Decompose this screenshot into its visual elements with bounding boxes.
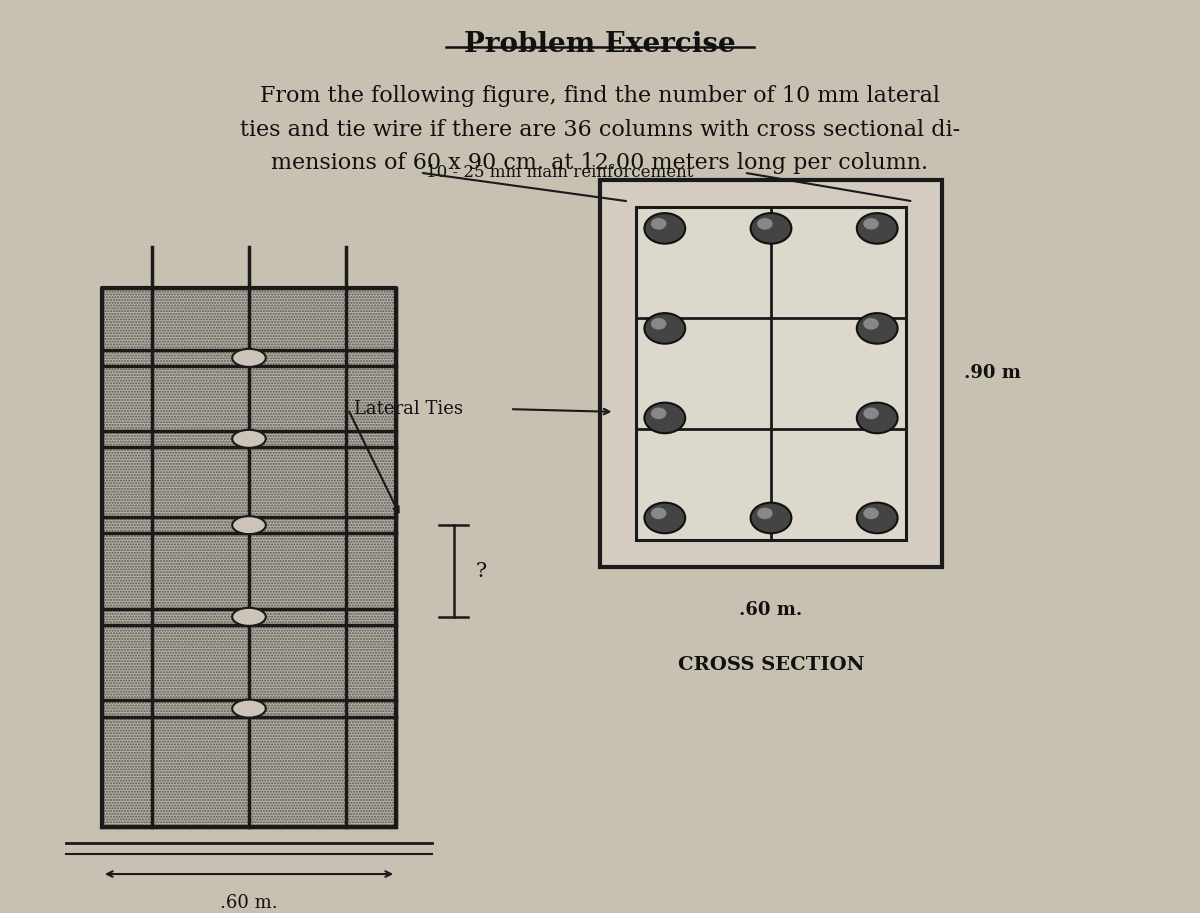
Ellipse shape (233, 349, 266, 367)
Text: mensions of 60 x 90 cm. at 12.00 meters long per column.: mensions of 60 x 90 cm. at 12.00 meters … (271, 152, 929, 174)
Text: Lateral Ties: Lateral Ties (354, 400, 463, 418)
Ellipse shape (233, 699, 266, 718)
Circle shape (650, 218, 666, 230)
Circle shape (757, 218, 773, 230)
Circle shape (751, 503, 792, 533)
Circle shape (644, 313, 685, 343)
Circle shape (644, 213, 685, 244)
Circle shape (857, 213, 898, 244)
Ellipse shape (233, 430, 266, 447)
Text: From the following figure, find the number of 10 mm lateral: From the following figure, find the numb… (260, 86, 940, 108)
Circle shape (650, 407, 666, 419)
Circle shape (857, 313, 898, 343)
Circle shape (751, 213, 792, 244)
Text: .90 m: .90 m (964, 364, 1020, 383)
Circle shape (863, 318, 878, 330)
Circle shape (857, 503, 898, 533)
Ellipse shape (233, 516, 266, 534)
Circle shape (650, 508, 666, 519)
Ellipse shape (233, 608, 266, 625)
Bar (600, 180, 942, 566)
Text: ?: ? (475, 561, 486, 581)
Bar (636, 207, 906, 540)
Text: .60 m.: .60 m. (220, 894, 278, 912)
Circle shape (863, 508, 878, 519)
Circle shape (863, 407, 878, 419)
Circle shape (644, 503, 685, 533)
Text: CROSS SECTION: CROSS SECTION (678, 656, 864, 675)
Circle shape (650, 318, 666, 330)
Text: 10 - 25 mm main reinforcement: 10 - 25 mm main reinforcement (426, 164, 694, 181)
Bar (102, 288, 396, 827)
Circle shape (863, 218, 878, 230)
Circle shape (857, 403, 898, 434)
Bar (102, 288, 396, 827)
Circle shape (644, 403, 685, 434)
Text: .60 m.: .60 m. (739, 601, 803, 619)
Text: ties and tie wire if there are 36 columns with cross sectional di-: ties and tie wire if there are 36 column… (240, 119, 960, 141)
Circle shape (757, 508, 773, 519)
Text: Problem Exercise: Problem Exercise (464, 31, 736, 58)
